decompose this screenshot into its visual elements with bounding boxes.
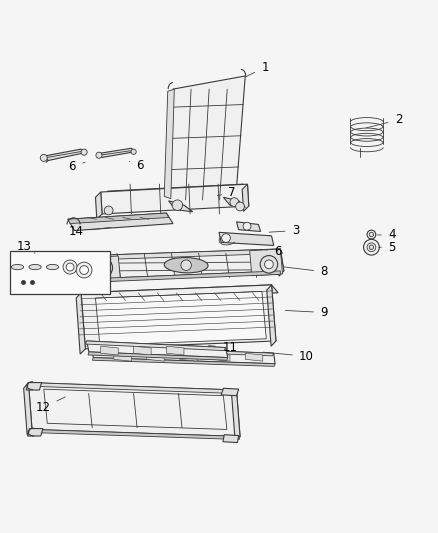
Polygon shape (91, 346, 274, 356)
Polygon shape (90, 249, 283, 260)
Polygon shape (81, 285, 276, 349)
Text: 8: 8 (283, 265, 328, 278)
Bar (10, 251, 110, 294)
Polygon shape (85, 341, 226, 351)
Text: 13: 13 (17, 240, 35, 253)
Circle shape (364, 239, 379, 255)
Polygon shape (250, 249, 283, 276)
Text: 7: 7 (217, 185, 236, 198)
Polygon shape (90, 271, 280, 282)
Polygon shape (212, 353, 230, 361)
Text: 4: 4 (377, 229, 396, 241)
Polygon shape (95, 292, 266, 345)
Polygon shape (134, 346, 151, 355)
Polygon shape (44, 389, 227, 430)
Circle shape (172, 200, 183, 211)
Text: 6: 6 (68, 160, 85, 173)
Text: 3: 3 (269, 224, 299, 237)
Circle shape (66, 263, 74, 271)
Circle shape (230, 198, 239, 206)
Ellipse shape (11, 264, 24, 270)
Ellipse shape (164, 257, 208, 273)
Circle shape (181, 260, 191, 270)
Text: 1: 1 (246, 61, 269, 77)
Polygon shape (101, 346, 118, 355)
Text: 2: 2 (366, 114, 403, 128)
Circle shape (76, 262, 92, 278)
Text: 6: 6 (261, 245, 282, 257)
Polygon shape (26, 383, 42, 390)
Text: 6: 6 (129, 159, 144, 172)
Polygon shape (223, 197, 245, 207)
Circle shape (40, 155, 47, 161)
Circle shape (260, 255, 278, 273)
Polygon shape (101, 184, 249, 214)
Polygon shape (180, 353, 197, 361)
Circle shape (104, 206, 113, 215)
Circle shape (93, 258, 113, 278)
Polygon shape (76, 293, 85, 354)
Ellipse shape (29, 264, 41, 270)
Text: 9: 9 (285, 306, 328, 319)
Polygon shape (169, 201, 193, 212)
Polygon shape (85, 255, 93, 284)
Circle shape (131, 149, 136, 155)
Polygon shape (164, 89, 174, 199)
Polygon shape (88, 352, 228, 360)
Polygon shape (245, 353, 263, 361)
Polygon shape (232, 390, 240, 442)
Polygon shape (169, 76, 245, 201)
Circle shape (367, 230, 376, 239)
Polygon shape (44, 149, 85, 160)
Circle shape (236, 202, 244, 211)
Polygon shape (81, 285, 278, 301)
Polygon shape (95, 192, 102, 219)
Circle shape (243, 222, 251, 230)
Polygon shape (27, 383, 237, 393)
Text: 14: 14 (69, 225, 111, 238)
Polygon shape (31, 430, 240, 440)
Polygon shape (147, 353, 164, 361)
Polygon shape (237, 222, 261, 231)
Polygon shape (28, 429, 43, 436)
Circle shape (96, 152, 102, 158)
Polygon shape (223, 435, 239, 442)
Polygon shape (276, 249, 284, 276)
Text: 12: 12 (35, 397, 65, 414)
Polygon shape (242, 184, 249, 211)
Text: 5: 5 (378, 241, 396, 254)
Circle shape (80, 265, 88, 274)
Ellipse shape (46, 264, 59, 270)
Polygon shape (107, 184, 247, 199)
Circle shape (265, 260, 273, 269)
Text: 10: 10 (263, 350, 314, 363)
Polygon shape (92, 358, 275, 366)
Circle shape (63, 260, 77, 274)
Polygon shape (99, 148, 135, 157)
Polygon shape (92, 346, 275, 364)
Polygon shape (114, 353, 131, 361)
Polygon shape (90, 249, 284, 279)
Polygon shape (24, 383, 32, 435)
Polygon shape (221, 388, 239, 395)
Polygon shape (219, 232, 274, 246)
Polygon shape (87, 341, 228, 358)
Text: 11: 11 (208, 341, 237, 354)
Polygon shape (28, 383, 240, 437)
Polygon shape (90, 256, 120, 282)
Polygon shape (166, 346, 184, 355)
Polygon shape (68, 213, 173, 231)
Circle shape (369, 232, 374, 237)
Polygon shape (68, 213, 169, 223)
Circle shape (369, 245, 374, 249)
Circle shape (98, 263, 108, 273)
Circle shape (222, 233, 230, 243)
Polygon shape (267, 285, 276, 346)
Circle shape (81, 149, 87, 155)
